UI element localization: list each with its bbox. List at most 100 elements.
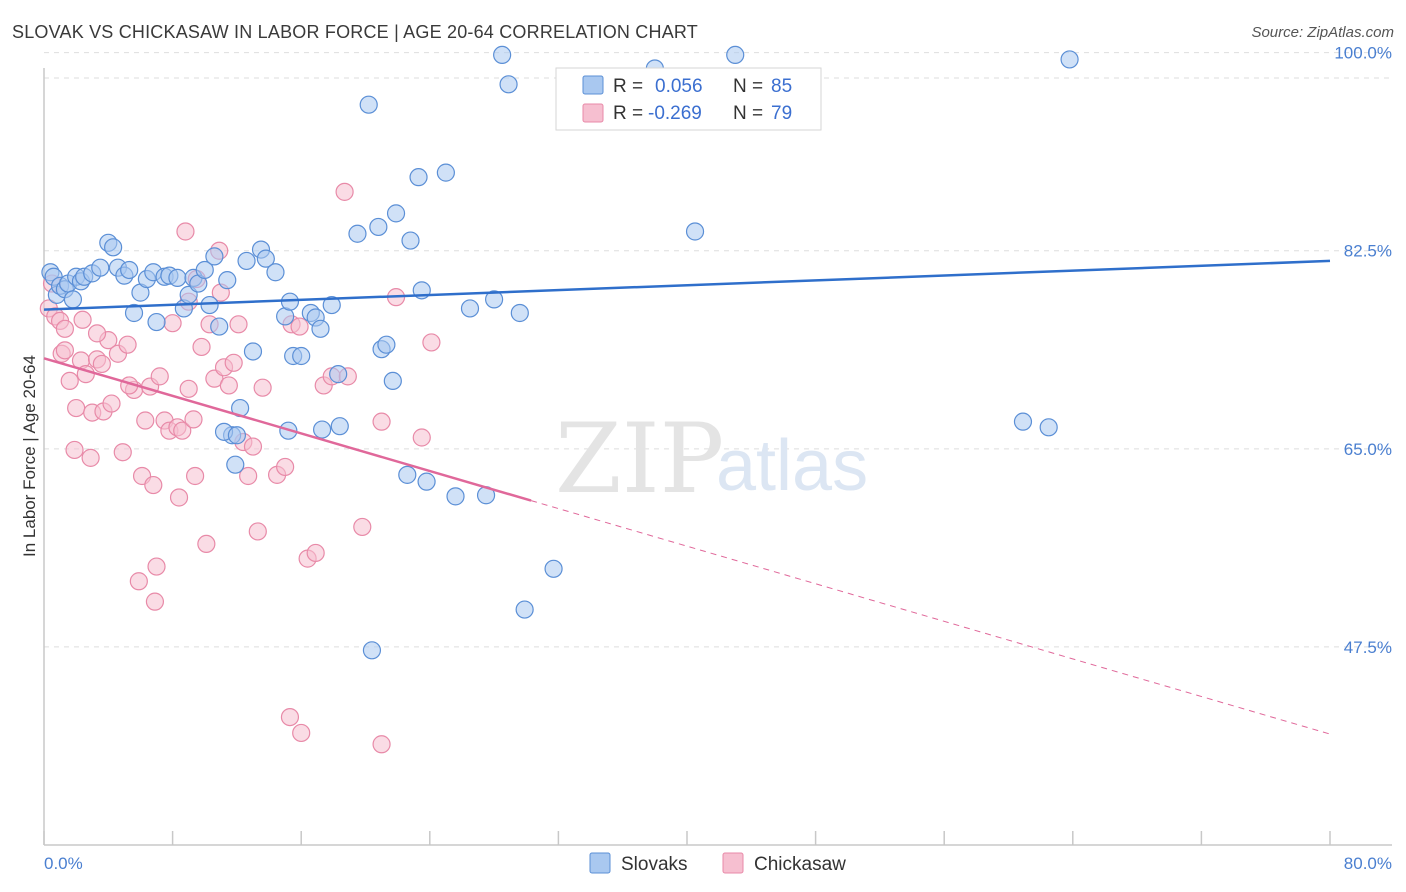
slovaks-point: [292, 346, 311, 366]
slovaks-point: [330, 417, 349, 436]
slovaks-point: [377, 335, 396, 354]
legend-swatch-slovaks: [582, 75, 604, 95]
slovaks-point: [493, 45, 512, 65]
chickasaw-point: [248, 522, 267, 541]
bottom-legend-slovaks: Slovaks: [621, 854, 688, 875]
y-tick-label: 82.5%: [1344, 242, 1392, 261]
axes: [43, 68, 1392, 846]
trend-lines: [43, 259, 1331, 735]
legend-slovaks-r-label: R =: [613, 76, 643, 97]
slovaks-point: [1013, 412, 1033, 431]
chickasaw-point: [118, 335, 137, 354]
y-tick-label: 65.0%: [1344, 440, 1392, 459]
slovaks-point: [63, 290, 83, 309]
chickasaw-point: [129, 572, 148, 591]
chickasaw-point: [55, 341, 74, 360]
chickasaw-point: [145, 592, 165, 611]
chickasaw-point: [306, 543, 325, 563]
slovaks-point: [510, 303, 529, 323]
slovaks-point: [237, 251, 256, 271]
watermark-atlas: atlas: [716, 426, 868, 506]
slovaks-point: [499, 75, 518, 94]
chickasaw-point: [55, 319, 74, 338]
slovaks-point: [362, 641, 382, 660]
chickasaw-point: [280, 707, 300, 727]
chickasaw-point: [276, 457, 295, 477]
legend-chickasaw-r-value: -0.269: [648, 103, 702, 124]
slovaks-point: [348, 224, 367, 243]
slovaks-point: [210, 317, 229, 336]
chickasaw-point: [412, 428, 431, 447]
chickasaw-point: [186, 466, 205, 486]
bottom-legend-chickasaw: Chickasaw: [754, 854, 846, 875]
legend-swatch-chickasaw: [582, 103, 604, 123]
chickasaw-point: [253, 378, 272, 397]
slovaks-point: [386, 204, 406, 223]
slovaks-point: [1039, 418, 1058, 437]
chickasaw-point: [292, 723, 311, 743]
slovaks-point: [91, 258, 110, 277]
slovaks-point: [436, 163, 455, 182]
slovaks-point: [460, 299, 480, 318]
slovaks-point: [200, 295, 219, 315]
slovaks-point: [409, 168, 428, 187]
slovaks-point: [226, 455, 245, 474]
chickasaw-point: [87, 324, 107, 343]
y-tick-labels: 47.5% 65.0% 82.5% 100.0%: [1334, 44, 1392, 657]
chickasaw-point: [192, 337, 211, 357]
y-tick-label: 47.5%: [1344, 638, 1392, 657]
chickasaw-point: [197, 534, 216, 554]
chickasaw-point: [81, 448, 100, 467]
slovaks-point: [544, 559, 563, 578]
chickasaw-point: [184, 410, 203, 429]
slovaks-point: [726, 45, 745, 65]
chickasaw-point: [102, 394, 121, 413]
slovaks-point: [417, 472, 436, 491]
chickasaw-point: [60, 371, 79, 391]
slovaks-point: [205, 247, 224, 266]
chickasaw-point: [163, 314, 182, 333]
chickasaw-point: [169, 488, 189, 507]
chickasaw-point: [92, 354, 111, 374]
slovaks-point: [685, 222, 705, 241]
slovaks-point: [398, 465, 417, 484]
chickasaw-point: [229, 315, 248, 334]
chickasaw-point: [73, 310, 92, 329]
legend-chickasaw-n-value: 79: [771, 103, 792, 124]
legend-slovaks-n-label: N =: [733, 76, 763, 97]
slovaks-point: [195, 260, 214, 280]
chickasaw-point: [353, 517, 372, 537]
watermark: ZIP atlas: [555, 403, 868, 515]
slovaks-point: [369, 217, 388, 237]
slovaks-point: [120, 260, 139, 280]
slovaks-point: [311, 319, 330, 338]
bottom-legend-swatch-chickasaw: [722, 852, 744, 874]
legend-chickasaw-r-label: R =: [613, 103, 643, 124]
slovaks-point: [312, 420, 332, 439]
chickasaw-point: [422, 333, 441, 352]
watermark-zip: ZIP: [555, 403, 724, 515]
legend-slovaks-r-value: 0.056: [655, 76, 703, 97]
chickasaw-point: [179, 379, 198, 398]
slovaks-point: [124, 303, 144, 323]
slovaks-point: [218, 271, 237, 290]
chickasaw-point: [290, 317, 309, 336]
chickasaw-point: [147, 557, 166, 576]
x-tick-label-min: 0.0%: [44, 854, 83, 873]
y-tick-label: 100.0%: [1334, 44, 1392, 63]
slovaks-point: [168, 268, 187, 287]
chickasaw-point: [335, 182, 354, 201]
bottom-legend-swatch-slovaks: [589, 852, 611, 874]
legend-slovaks-n-value: 85: [771, 76, 792, 97]
slovaks-point: [104, 238, 123, 257]
slovaks-point: [266, 263, 285, 282]
chickasaw-point: [173, 421, 192, 440]
slovaks-points: [41, 45, 1079, 660]
slovaks-point: [383, 371, 402, 391]
chickasaw-point: [67, 398, 86, 418]
slovaks-point: [401, 231, 420, 250]
chickasaw-point: [65, 440, 84, 460]
slovaks-point: [359, 95, 378, 114]
slovaks-point: [243, 342, 263, 361]
